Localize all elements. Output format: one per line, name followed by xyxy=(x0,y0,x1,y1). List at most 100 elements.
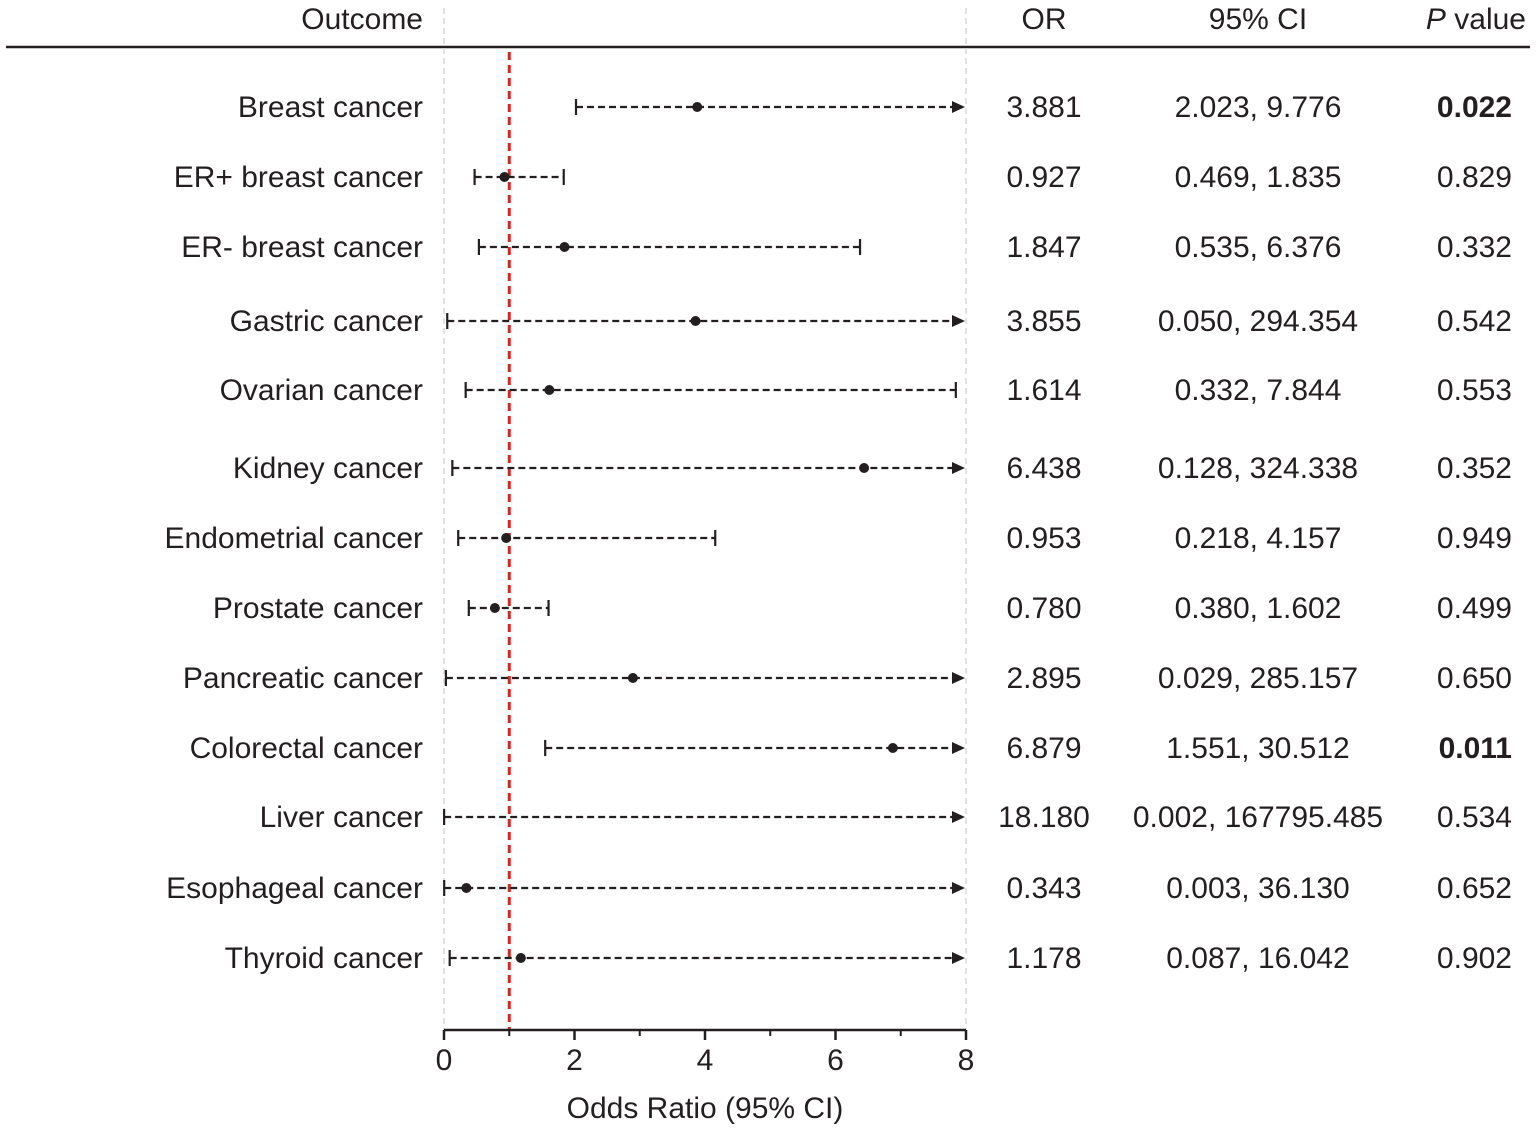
ci-arrow-head xyxy=(952,462,965,474)
forest-row: Colorectal cancer 6.879 1.551, 30.512 0.011 xyxy=(190,732,1512,765)
x-tick-label: 8 xyxy=(958,1044,975,1077)
header-outcome: Outcome xyxy=(301,3,423,36)
row-outcome-label: Ovarian cancer xyxy=(220,374,423,407)
or-point xyxy=(887,743,898,753)
ci-arrow-head xyxy=(952,952,965,964)
x-tick-label: 6 xyxy=(827,1044,844,1077)
row-or-value: 6.438 xyxy=(1006,452,1081,485)
row-outcome-label: Esophageal cancer xyxy=(166,872,423,905)
row-ci-value: 0.218, 4.157 xyxy=(1175,522,1342,555)
row-p-value: 0.553 xyxy=(1437,374,1512,407)
forest-row: Endometrial cancer 0.953 0.218, 4.157 0.949 xyxy=(165,522,1512,555)
row-outcome-label: Gastric cancer xyxy=(230,305,423,338)
or-point xyxy=(559,242,570,252)
row-or-value: 6.879 xyxy=(1006,732,1081,765)
row-or-value: 0.780 xyxy=(1006,592,1081,625)
forest-row: ER+ breast cancer 0.927 0.469, 1.835 0.829 xyxy=(174,161,1512,194)
or-point xyxy=(627,673,638,683)
row-outcome-label: Colorectal cancer xyxy=(190,732,423,765)
row-or-value: 1.178 xyxy=(1006,942,1081,975)
row-or-value: 1.614 xyxy=(1006,374,1081,407)
row-ci-value: 0.535, 6.376 xyxy=(1175,231,1342,264)
row-ci-value: 0.003, 36.130 xyxy=(1166,872,1350,905)
or-point xyxy=(515,953,526,963)
row-outcome-label: ER- breast cancer xyxy=(181,231,423,264)
x-tick-label: 0 xyxy=(436,1044,453,1077)
x-axis-label: Odds Ratio (95% CI) xyxy=(567,1092,844,1125)
row-ci-value: 1.551, 30.512 xyxy=(1166,732,1350,765)
row-outcome-label: Thyroid cancer xyxy=(225,942,423,975)
row-p-value: 0.534 xyxy=(1437,801,1512,834)
row-p-value: 0.352 xyxy=(1437,452,1512,485)
row-or-value: 0.927 xyxy=(1006,161,1081,194)
ci-arrow-head xyxy=(952,742,965,754)
header-or: OR xyxy=(1022,3,1067,36)
ci-arrow-head xyxy=(952,101,965,113)
row-ci-value: 0.087, 16.042 xyxy=(1166,942,1350,975)
forest-row: Esophageal cancer 0.343 0.003, 36.130 0.652 xyxy=(166,872,1512,905)
row-ci-value: 0.380, 1.602 xyxy=(1175,592,1342,625)
row-or-value: 3.881 xyxy=(1006,91,1081,124)
x-tick-label: 2 xyxy=(566,1044,583,1077)
row-p-value: 0.902 xyxy=(1437,942,1512,975)
x-axis-ticks: 0 2 4 6 8 xyxy=(436,1030,975,1077)
header-p-italic: P xyxy=(1426,3,1446,36)
row-ci-value: 0.029, 285.157 xyxy=(1158,662,1358,695)
row-p-value: 0.332 xyxy=(1437,231,1512,264)
row-ci-value: 0.050, 294.354 xyxy=(1158,305,1358,338)
row-p-value: 0.829 xyxy=(1437,161,1512,194)
ci-arrow-head xyxy=(952,315,965,327)
row-p-value: 0.499 xyxy=(1437,592,1512,625)
or-point xyxy=(461,883,472,893)
row-or-value: 2.895 xyxy=(1006,662,1081,695)
header-p-value: P value xyxy=(1426,3,1526,36)
row-p-value: 0.022 xyxy=(1437,91,1512,124)
forest-row: Prostate cancer 0.780 0.380, 1.602 0.499 xyxy=(213,592,1512,625)
row-ci-value: 2.023, 9.776 xyxy=(1175,91,1342,124)
or-point xyxy=(501,533,512,543)
or-point xyxy=(544,385,555,395)
row-outcome-label: ER+ breast cancer xyxy=(174,161,423,194)
or-point xyxy=(859,463,870,473)
ci-arrow-head xyxy=(952,811,965,823)
row-or-value: 0.343 xyxy=(1006,872,1081,905)
forest-row: Pancreatic cancer 2.895 0.029, 285.157 0.65… xyxy=(183,662,1512,695)
row-outcome-label: Prostate cancer xyxy=(213,592,423,625)
row-or-value: 0.953 xyxy=(1006,522,1081,555)
row-or-value: 3.855 xyxy=(1006,305,1081,338)
row-outcome-label: Pancreatic cancer xyxy=(183,662,423,695)
row-outcome-label: Breast cancer xyxy=(238,91,423,124)
forest-row: Breast cancer 3.881 2.023, 9.776 0.022 xyxy=(238,91,1512,124)
ci-arrow-head xyxy=(952,882,965,894)
row-outcome-label: Kidney cancer xyxy=(233,452,423,485)
forest-row: Liver cancer 18.180 0.002, 167795.485 0.534 xyxy=(260,801,1512,834)
row-p-value: 0.650 xyxy=(1437,662,1512,695)
row-p-value: 0.949 xyxy=(1437,522,1512,555)
or-point xyxy=(692,102,703,112)
or-point xyxy=(489,603,500,613)
row-or-value: 1.847 xyxy=(1006,231,1081,264)
forest-row: Gastric cancer 3.855 0.050, 294.354 0.542 xyxy=(230,305,1512,338)
row-p-value: 0.542 xyxy=(1437,305,1512,338)
ci-arrow-head xyxy=(952,672,965,684)
forest-row: ER- breast cancer 1.847 0.535, 6.376 0.332 xyxy=(181,231,1512,264)
row-ci-value: 0.332, 7.844 xyxy=(1175,374,1342,407)
forest-rows: Breast cancer 3.881 2.023, 9.776 0.022 ER+ b… xyxy=(165,91,1512,975)
row-p-value: 0.652 xyxy=(1437,872,1512,905)
forest-row: Kidney cancer 6.438 0.128, 324.338 0.352 xyxy=(233,452,1512,485)
forest-row: Thyroid cancer 1.178 0.087, 16.042 0.902 xyxy=(225,942,1512,975)
x-tick-label: 4 xyxy=(697,1044,714,1077)
or-point xyxy=(690,316,701,326)
row-ci-value: 0.469, 1.835 xyxy=(1175,161,1342,194)
row-or-value: 18.180 xyxy=(998,801,1090,834)
row-outcome-label: Endometrial cancer xyxy=(165,522,423,555)
header-p-rest: value xyxy=(1446,3,1526,36)
or-point xyxy=(499,172,510,182)
header-ci: 95% CI xyxy=(1209,3,1307,36)
row-outcome-label: Liver cancer xyxy=(260,801,423,834)
row-ci-value: 0.128, 324.338 xyxy=(1158,452,1358,485)
row-ci-value: 0.002, 167795.485 xyxy=(1133,801,1383,834)
forest-row: Ovarian cancer 1.614 0.332, 7.844 0.553 xyxy=(220,374,1512,407)
row-p-value: 0.011 xyxy=(1439,732,1512,765)
